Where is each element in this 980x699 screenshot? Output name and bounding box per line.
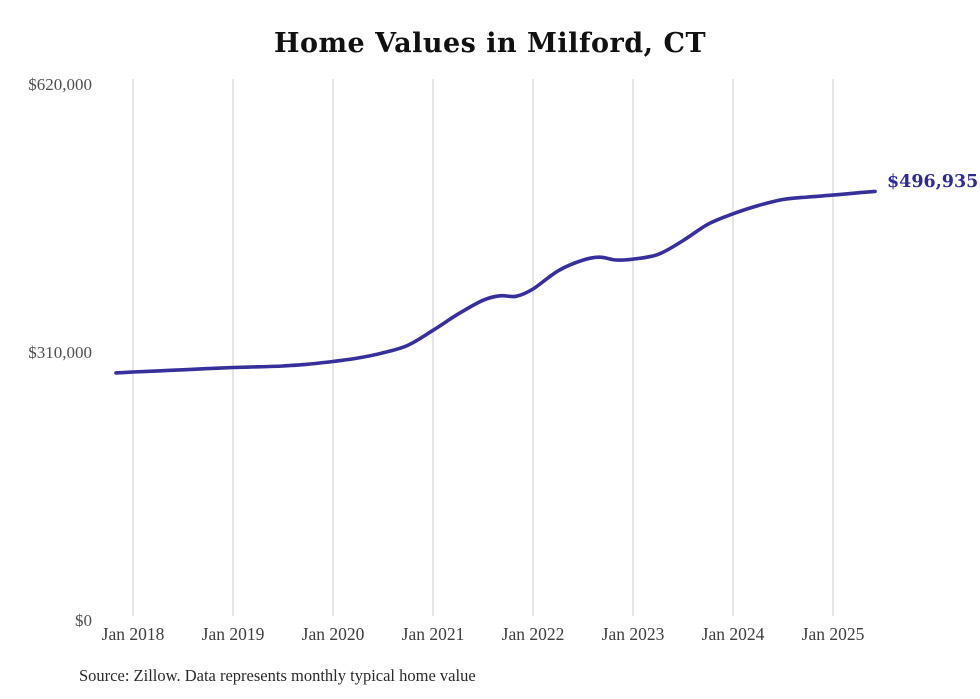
x-tick-label: Jan 2019: [201, 624, 265, 644]
x-tick-label: Jan 2020: [301, 624, 365, 644]
chart-title: Home Values in Milford, CT: [273, 28, 707, 59]
x-tick-label: Jan 2018: [101, 624, 165, 644]
x-tick-label: Jan 2023: [601, 624, 665, 644]
latest-value-label: $496,935: [887, 172, 979, 192]
y-tick-label: $0: [75, 611, 92, 630]
y-tick-label: $620,000: [28, 75, 92, 94]
x-tick-label: Jan 2022: [501, 624, 565, 644]
vertical-gridlines: [132, 79, 834, 616]
source-note: Source: Zillow. Data represents monthly …: [79, 666, 476, 685]
x-tick-label: Jan 2025: [801, 624, 865, 644]
y-tick-label: $310,000: [28, 343, 92, 362]
x-tick-label: Jan 2021: [401, 624, 465, 644]
home-value-line: [114, 189, 877, 375]
x-tick-label: Jan 2024: [701, 624, 765, 644]
